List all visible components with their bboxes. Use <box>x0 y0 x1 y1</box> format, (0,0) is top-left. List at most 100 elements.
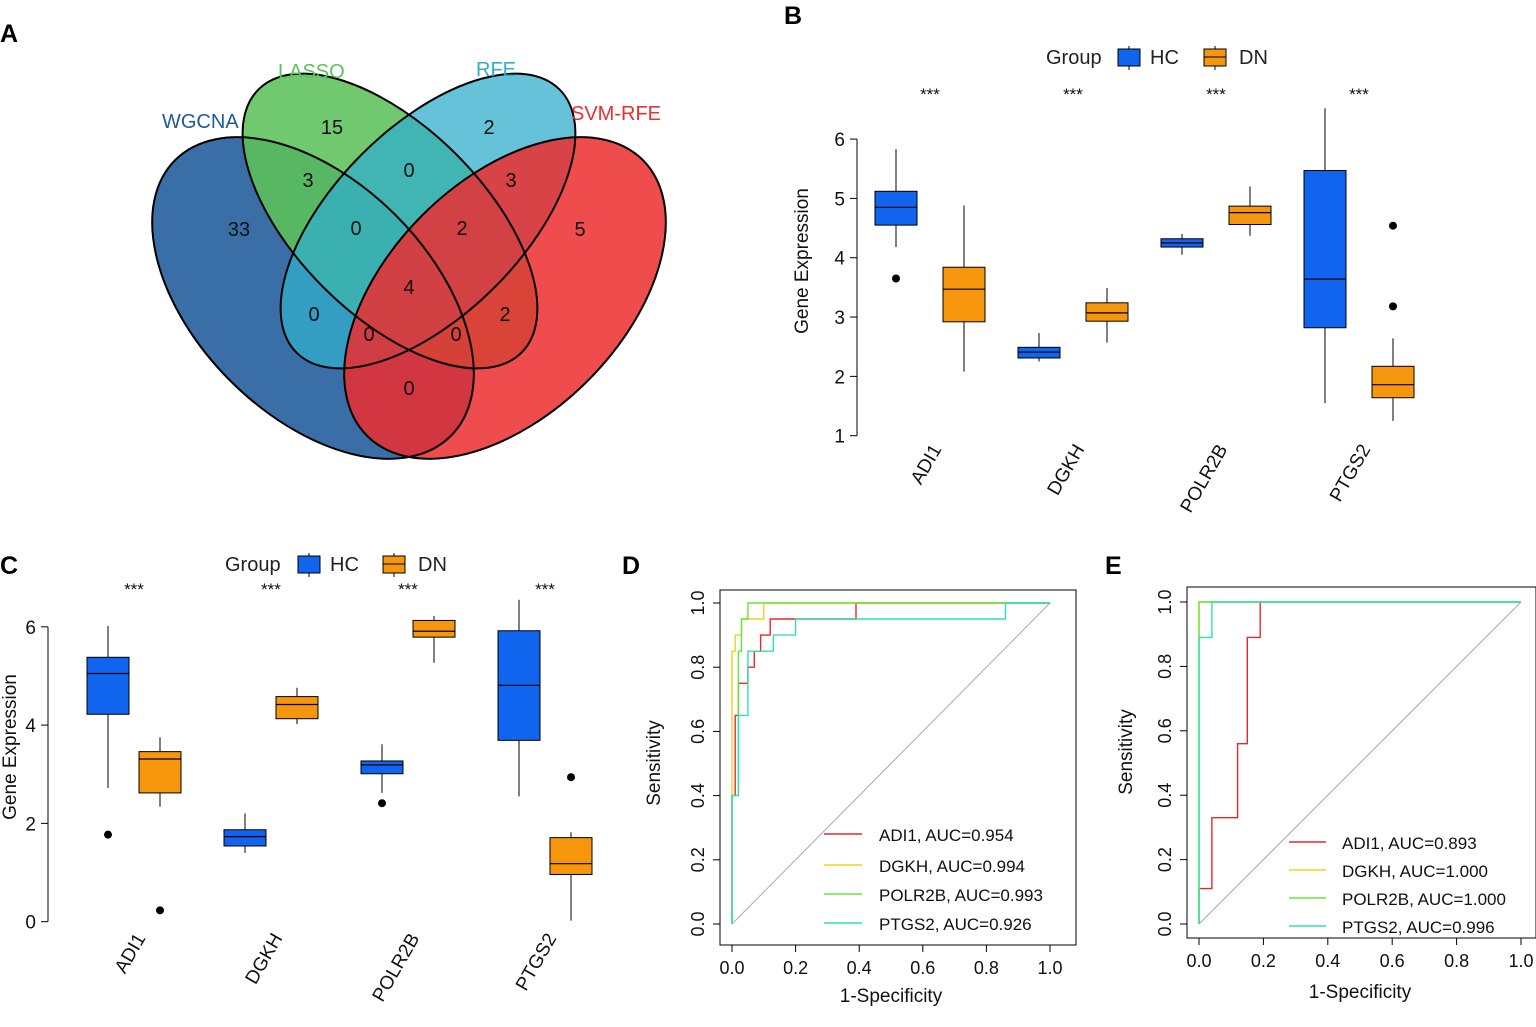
x-tick-label-d: 0.8 <box>974 958 999 978</box>
roc-chart-e: 1-Specificity Sensitivity 0.0 0.2 0.4 0.6 0.… <box>1116 586 1536 1003</box>
venn-count-lasso-svm-rfe: 2 <box>499 304 510 326</box>
venn-outline-wgcna <box>151 136 475 460</box>
y-tick-label-d: 0.4 <box>688 783 708 808</box>
venn-ellipse-svm-rfe <box>344 137 666 459</box>
legend-d-polr2b-label: POLR2B, AUC=0.993 <box>879 886 1043 905</box>
y-tick-label-d: 1.0 <box>688 590 708 615</box>
y-tick-label-e: 0.2 <box>1155 847 1175 872</box>
venn-count-all: 4 <box>403 277 414 299</box>
venn-set-label-rfe: RFE <box>476 59 516 81</box>
y-tick-label-c: 0 <box>25 913 36 934</box>
venn-count-wgcna-rfe: 0 <box>308 304 319 326</box>
significance-labels-b: *** *** *** *** <box>920 85 1369 104</box>
x-tick-label-e: 0.8 <box>1444 951 1469 971</box>
box-dn-polr2b <box>412 619 456 638</box>
y-tick-label-d: 0.8 <box>688 655 708 680</box>
legend-d-dgkh-label: DGKH, AUC=0.994 <box>879 857 1025 876</box>
x-tick-label-dgkh: DGKH <box>1044 441 1090 499</box>
legend-d: ADI1, AUC=0.954 DGKH, AUC=0.994 POLR2B, … <box>824 826 1043 934</box>
panel-label-c: C <box>0 552 18 580</box>
venn-count-lasso-only: 15 <box>321 117 343 139</box>
venn-count-svm-rfe-only: 5 <box>574 219 585 241</box>
x-tick-label-d: 0.0 <box>719 958 744 978</box>
y-tick-label-b: 5 <box>834 189 845 210</box>
y-tick-label-b: 1 <box>834 427 845 448</box>
box-dn-ptgs2 <box>549 837 593 875</box>
x-tick-label-dgkh: DGKH <box>242 930 288 988</box>
venn-count-wgcna-lasso: 3 <box>302 170 313 192</box>
significance-dgkh: *** <box>1063 85 1083 104</box>
outlier-dn-adi1 <box>156 906 164 915</box>
venn-count-wgcna-lasso-rfe: 0 <box>350 218 361 240</box>
x-tick-label-d: 0.6 <box>910 958 935 978</box>
y-axis-label-c: Gene Expression <box>0 674 21 820</box>
venn-outline-svm-rfe <box>343 136 667 460</box>
y-tick-label-e: 0.8 <box>1155 654 1175 679</box>
legend-b: Group HC DN <box>1046 46 1268 70</box>
x-tick-label-d: 1.0 <box>1037 958 1062 978</box>
box-dn-ptgs2 <box>1371 365 1415 399</box>
legend-e-polr2b-label: POLR2B, AUC=1.000 <box>1342 890 1506 909</box>
box-hc-adi1 <box>86 656 130 715</box>
y-tick-label-e: 1.0 <box>1155 589 1175 614</box>
legend-d-adi1-label: ADI1, AUC=0.954 <box>879 826 1014 845</box>
y-tick-label-b: 6 <box>834 130 845 151</box>
x-tick-label-ptgs2: PTGS2 <box>512 930 561 994</box>
box-hc-dgkh <box>223 829 267 847</box>
venn-count-rfe-only: 2 <box>483 117 494 139</box>
significance-adi1: *** <box>124 580 144 599</box>
significance-ptgs2: *** <box>1349 85 1369 104</box>
y-tick-label-c: 4 <box>25 716 36 737</box>
x-axis-label-e: 1-Specificity <box>1309 982 1412 1003</box>
roc-lines-d <box>731 602 1050 924</box>
x-tick-label-e: 0.0 <box>1186 951 1211 971</box>
y-tick-label-b: 3 <box>834 308 845 329</box>
x-tick-label-d: 0.2 <box>783 958 808 978</box>
outlier-dn-ptgs2 <box>567 773 575 782</box>
box-hc-ptgs2 <box>1303 170 1347 329</box>
significance-polr2b: *** <box>1206 85 1226 104</box>
y-axis-b: 1 2 3 4 5 6 <box>834 130 858 448</box>
legend-e-adi1-label: ADI1, AUC=0.893 <box>1342 834 1477 853</box>
y-tick-label-e: 0.4 <box>1155 783 1175 808</box>
outlier-dn-ptgs2 <box>1389 302 1397 311</box>
y-tick-label-e: 0.6 <box>1155 718 1175 743</box>
x-tick-label-adi1: ADI1 <box>111 930 150 977</box>
outlier-dn-ptgs2 <box>1389 221 1397 230</box>
boxes-c <box>86 599 593 921</box>
legend-b-hc-swatch <box>1117 48 1141 67</box>
box-hc-polr2b <box>360 760 404 775</box>
x-tick-labels-c: ADI1 DGKH POLR2B PTGS2 <box>111 930 561 1005</box>
plot-frame-e <box>1186 586 1536 939</box>
y-tick-label-e: 0.0 <box>1155 911 1175 936</box>
y-axis-label-e: Sensitivity <box>1116 709 1137 795</box>
x-tick-label-e: 0.6 <box>1380 951 1405 971</box>
x-tick-label-ptgs2: PTGS2 <box>1326 441 1375 505</box>
roc-lines-e <box>1198 601 1521 924</box>
y-tick-label-c: 6 <box>25 618 36 639</box>
significance-ptgs2: *** <box>535 580 555 599</box>
boxes-b <box>874 108 1415 421</box>
y-tick-label-d: 0.2 <box>688 847 708 872</box>
roc-curve-ptgs2 <box>731 602 1050 924</box>
panel-label-e: E <box>1105 552 1122 580</box>
y-tick-label-d: 0.0 <box>688 911 708 936</box>
y-tick-label-d: 0.6 <box>688 719 708 744</box>
box-dn-adi1 <box>942 266 986 323</box>
venn-count-wgcna-lasso-svm-rfe: 0 <box>450 324 461 346</box>
y-axis-c: 0 2 4 6 <box>25 618 49 934</box>
legend-c-title: Group <box>225 554 281 576</box>
legend-b-dn-label: DN <box>1239 47 1268 69</box>
venn-set-label-wgcna: WGCNA <box>162 111 239 133</box>
venn-count-wgcna-rfe-svm-rfe: 0 <box>363 324 374 346</box>
legend-b-hc-label: HC <box>1150 47 1179 69</box>
venn-set-label-lasso: LASSO <box>278 61 345 83</box>
legend-c-hc-label: HC <box>330 554 359 576</box>
x-tick-label-e: 0.4 <box>1315 951 1340 971</box>
venn-outline-rfe <box>279 72 577 370</box>
venn-count-rfe-svm-rfe: 3 <box>505 170 516 192</box>
legend-e-dgkh-label: DGKH, AUC=1.000 <box>1342 862 1488 881</box>
box-hc-adi1 <box>874 190 918 226</box>
boxplot-b: Group HC DN Gene Expression 1 2 3 4 5 6 ADI1 D… <box>792 46 1415 516</box>
box-dn-polr2b <box>1228 205 1272 226</box>
